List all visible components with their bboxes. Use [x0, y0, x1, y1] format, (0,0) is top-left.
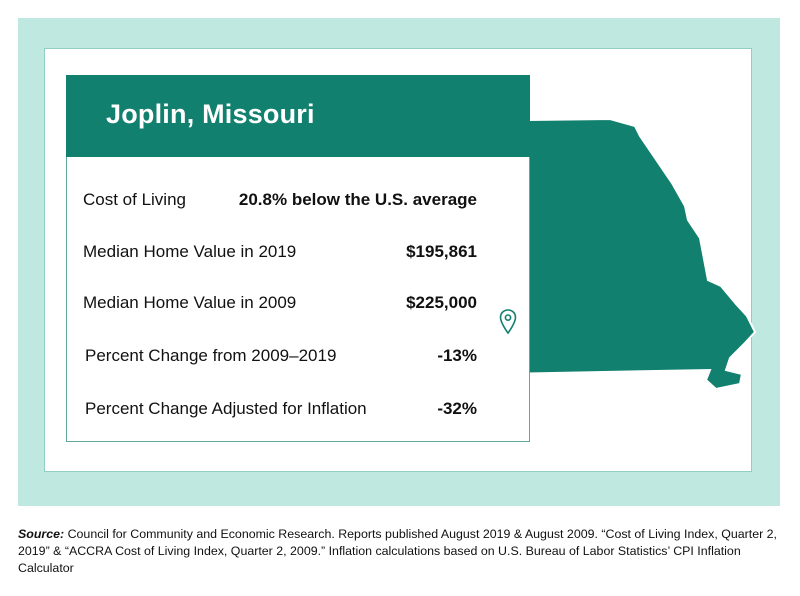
row-value: 20.8% below the U.S. average: [238, 190, 477, 209]
city-info-card: Joplin, Missouri Cost of Living 20.8% be…: [66, 75, 530, 442]
row-value: -13%: [437, 346, 477, 365]
median-home-value-2019-row: Median Home Value in 2019 $195,861: [83, 242, 477, 266]
row-label: Percent Change Adjusted for Inflation: [85, 399, 367, 418]
percent-change-inflation-row: Percent Change Adjusted for Inflation -3…: [85, 399, 477, 423]
row-value: $195,861: [406, 242, 477, 261]
source-note: Source: Council for Community and Econom…: [18, 526, 788, 577]
location-pin-icon: [499, 309, 517, 335]
cost-of-living-row: Cost of Living 20.8% below the U.S. aver…: [83, 190, 477, 214]
source-prefix: Source:: [18, 527, 65, 541]
row-label: Median Home Value in 2009: [83, 293, 297, 312]
row-label: Percent Change from 2009–2019: [85, 346, 337, 365]
source-text: Council for Community and Economic Resea…: [18, 527, 777, 575]
percent-change-row: Percent Change from 2009–2019 -13%: [85, 346, 477, 370]
card-header: Joplin, Missouri: [66, 75, 530, 157]
city-title: Joplin, Missouri: [106, 99, 315, 129]
row-label: Cost of Living: [83, 190, 186, 209]
median-home-value-2009-row: Median Home Value in 2009 $225,000: [83, 293, 477, 317]
row-value: -32%: [437, 399, 477, 418]
row-label: Median Home Value in 2019: [83, 242, 297, 261]
row-value: $225,000: [406, 293, 477, 312]
